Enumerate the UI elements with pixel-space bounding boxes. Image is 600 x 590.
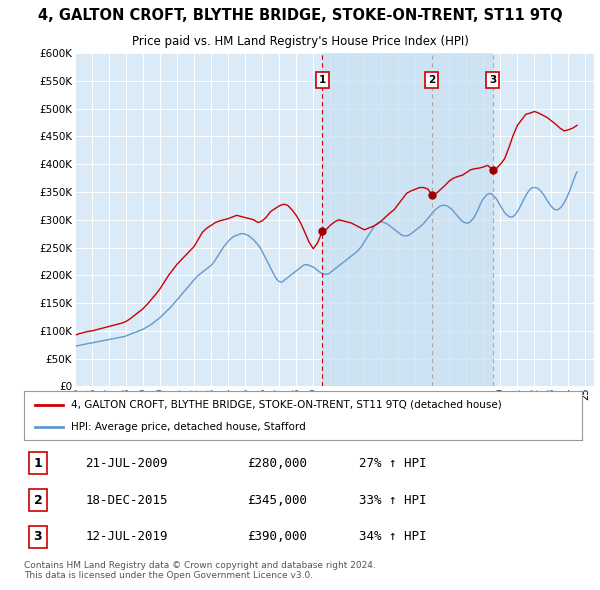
Text: 2: 2	[34, 493, 43, 507]
Text: £390,000: £390,000	[247, 530, 307, 543]
Text: 21-JUL-2009: 21-JUL-2009	[85, 457, 168, 470]
Text: £345,000: £345,000	[247, 493, 307, 507]
Text: HPI: Average price, detached house, Stafford: HPI: Average price, detached house, Staf…	[71, 422, 306, 432]
Text: Price paid vs. HM Land Registry's House Price Index (HPI): Price paid vs. HM Land Registry's House …	[131, 35, 469, 48]
Text: £280,000: £280,000	[247, 457, 307, 470]
Text: 3: 3	[34, 530, 42, 543]
Text: 2: 2	[428, 75, 435, 85]
Text: 27% ↑ HPI: 27% ↑ HPI	[359, 457, 426, 470]
Bar	[322, 53, 493, 386]
Text: 4, GALTON CROFT, BLYTHE BRIDGE, STOKE-ON-TRENT, ST11 9TQ: 4, GALTON CROFT, BLYTHE BRIDGE, STOKE-ON…	[38, 8, 562, 22]
Text: 3: 3	[489, 75, 496, 85]
Text: Contains HM Land Registry data © Crown copyright and database right 2024.
This d: Contains HM Land Registry data © Crown c…	[24, 561, 376, 580]
Text: 1: 1	[34, 457, 43, 470]
Text: 33% ↑ HPI: 33% ↑ HPI	[359, 493, 426, 507]
Text: 4, GALTON CROFT, BLYTHE BRIDGE, STOKE-ON-TRENT, ST11 9TQ (detached house): 4, GALTON CROFT, BLYTHE BRIDGE, STOKE-ON…	[71, 399, 502, 409]
Text: 34% ↑ HPI: 34% ↑ HPI	[359, 530, 426, 543]
Text: 18-DEC-2015: 18-DEC-2015	[85, 493, 168, 507]
Text: 12-JUL-2019: 12-JUL-2019	[85, 530, 168, 543]
Text: 1: 1	[319, 75, 326, 85]
